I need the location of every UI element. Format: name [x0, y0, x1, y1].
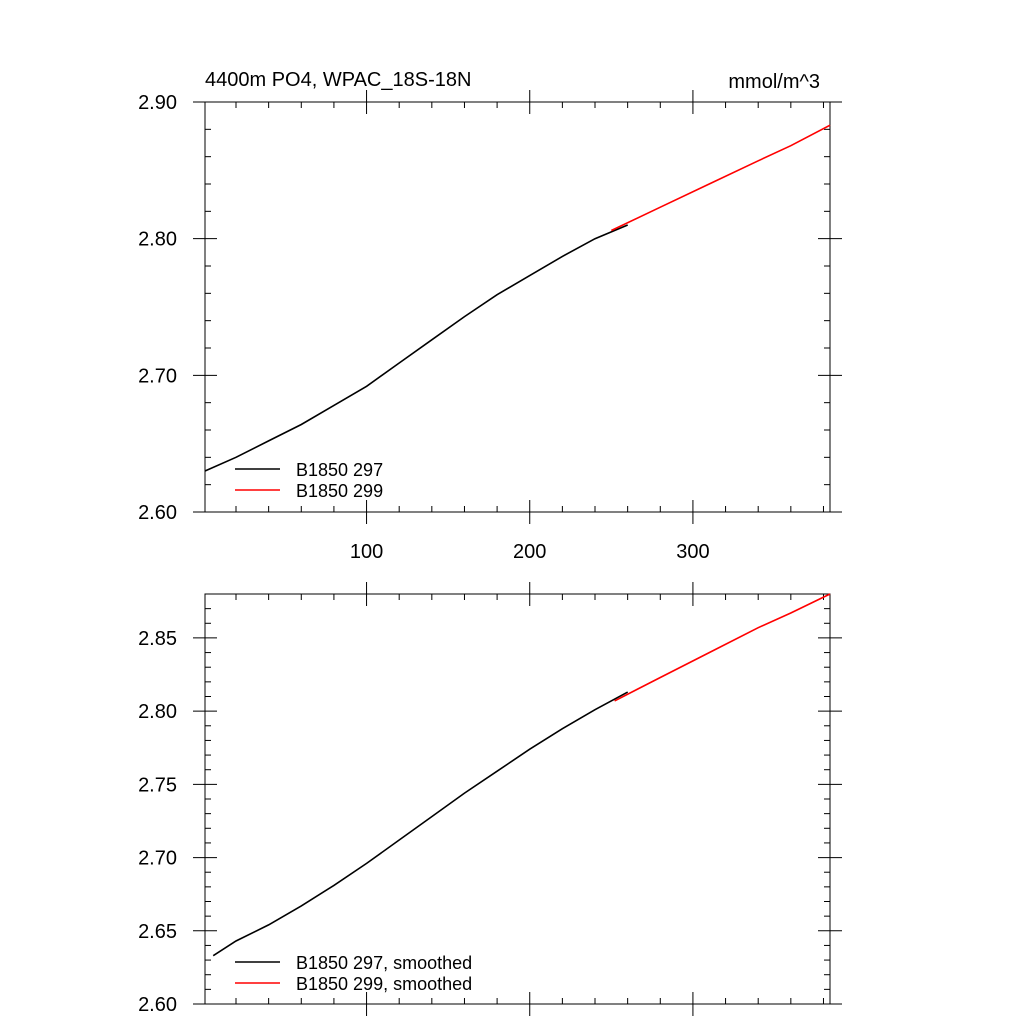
x-tick-label: 100	[350, 541, 383, 563]
chart-title-right: mmol/m^3	[728, 71, 820, 93]
series-line-1	[212, 691, 629, 957]
y-tick-label: 2.90	[138, 92, 177, 114]
y-tick-label: 2.70	[138, 848, 177, 870]
panel-2: 2.60 2.65 2.70 2.75 2.80 2.85 B1850 297, smoot…	[138, 582, 842, 1016]
legend-label: B1850 299, smoothed	[296, 974, 472, 994]
y-tick-label: 2.75	[138, 774, 177, 796]
y-tick-label: 2.80	[138, 701, 177, 723]
legend-label: B1850 299	[296, 481, 383, 501]
plot-frame	[204, 101, 831, 513]
legend-label: B1850 297, smoothed	[296, 953, 472, 973]
panel-1: 2.60 2.70 2.80 2.90 100 200 300 4400m PO4, WPAC…	[138, 69, 842, 563]
y-tick-label: 2.60	[138, 502, 177, 524]
x-tick-label: 300	[676, 541, 709, 563]
y-tick-label: 2.80	[138, 229, 177, 251]
plot-frame	[204, 593, 831, 1005]
legend-label: B1850 297	[296, 460, 383, 480]
y-tick-label: 2.70	[138, 365, 177, 387]
y-tick-label: 2.85	[138, 628, 177, 650]
x-tick-label: 200	[513, 541, 546, 563]
y-tick-label: 2.65	[138, 921, 177, 943]
series-line-1	[204, 224, 629, 472]
series-line-2	[610, 124, 831, 232]
chart-title-left: 4400m PO4, WPAC_18S-18N	[205, 69, 471, 91]
y-tick-label: 2.60	[138, 994, 177, 1016]
series-line-2	[614, 593, 831, 702]
